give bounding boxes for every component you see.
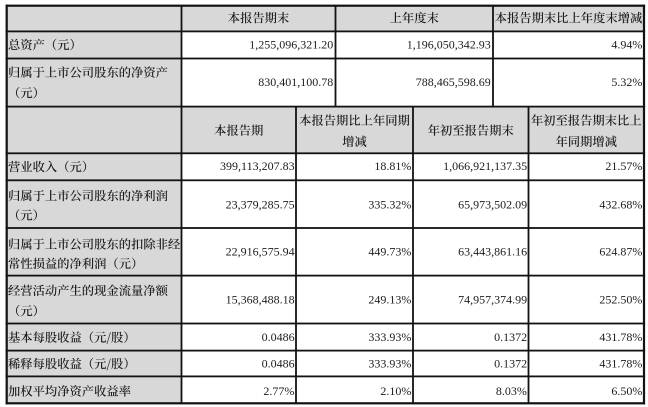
svg-text:65,973,502.09: 65,973,502.09 [458, 197, 527, 211]
svg-text:4.94%: 4.94% [611, 37, 642, 51]
svg-text:1,196,050,342.93: 1,196,050,342.93 [407, 37, 491, 51]
svg-text:8.03%: 8.03% [496, 384, 527, 398]
svg-text:6.50%: 6.50% [611, 384, 642, 398]
svg-text:788,465,598.69: 788,465,598.69 [416, 75, 491, 89]
svg-text:399,113,207.83: 399,113,207.83 [220, 159, 295, 173]
svg-text:0.1372: 0.1372 [494, 357, 527, 371]
svg-text:0.0486: 0.0486 [262, 330, 295, 344]
svg-text:0.1372: 0.1372 [494, 330, 527, 344]
svg-text:23,379,285.75: 23,379,285.75 [226, 197, 295, 211]
svg-text:21.57%: 21.57% [605, 159, 642, 173]
svg-text:1,066,921,137.35: 1,066,921,137.35 [443, 159, 527, 173]
svg-text:830,401,100.78: 830,401,100.78 [258, 75, 333, 89]
svg-text:624.87%: 624.87% [599, 244, 642, 258]
svg-text:335.32%: 335.32% [368, 197, 411, 211]
svg-text:333.93%: 333.93% [368, 357, 411, 371]
svg-text:431.78%: 431.78% [599, 330, 642, 344]
svg-text:2.77%: 2.77% [263, 384, 294, 398]
svg-text:22,916,575.94: 22,916,575.94 [226, 244, 295, 258]
svg-text:432.68%: 432.68% [599, 197, 642, 211]
svg-text:449.73%: 449.73% [368, 244, 411, 258]
svg-text:252.50%: 252.50% [599, 293, 642, 307]
svg-text:15,368,488.18: 15,368,488.18 [226, 293, 295, 307]
svg-text:0.0486: 0.0486 [262, 357, 295, 371]
svg-text:249.13%: 249.13% [368, 293, 411, 307]
svg-text:333.93%: 333.93% [368, 330, 411, 344]
svg-text:431.78%: 431.78% [599, 357, 642, 371]
svg-text:2.10%: 2.10% [380, 384, 411, 398]
svg-text:18.81%: 18.81% [374, 159, 411, 173]
svg-text:63,443,861.16: 63,443,861.16 [458, 244, 527, 258]
svg-text:1,255,096,321.20: 1,255,096,321.20 [249, 37, 333, 51]
svg-text:74,957,374.99: 74,957,374.99 [458, 293, 527, 307]
svg-text:5.32%: 5.32% [611, 75, 642, 89]
